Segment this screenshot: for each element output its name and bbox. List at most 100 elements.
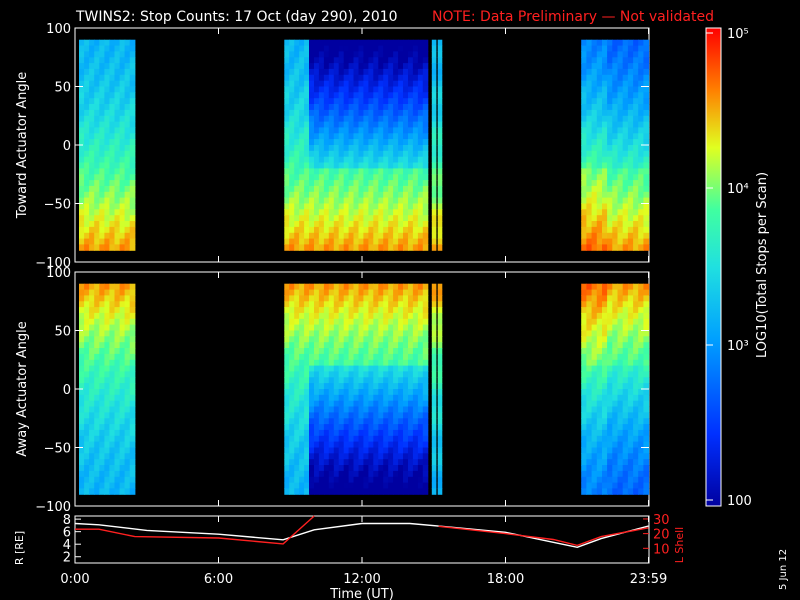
heat-cell — [412, 348, 419, 355]
heat-cell — [89, 459, 95, 466]
heat-cell — [289, 318, 295, 326]
heat-cell — [343, 74, 350, 82]
heat-cell — [617, 283, 624, 291]
heat-cell — [417, 150, 424, 158]
heat-cell — [333, 318, 340, 326]
heat-cell — [79, 191, 85, 199]
heat-cell — [84, 324, 90, 331]
heat-cell — [318, 104, 325, 111]
heat-cell — [119, 406, 126, 413]
heat-cell — [617, 150, 624, 158]
heat-cell — [437, 482, 443, 489]
heat-cell — [383, 406, 389, 413]
heat-cell — [586, 244, 593, 251]
heat-cell — [398, 365, 404, 372]
heat-cell — [348, 244, 355, 251]
heat-cell — [643, 180, 650, 187]
heat-cell — [643, 121, 650, 128]
heat-cell — [373, 470, 379, 478]
heat-cell — [114, 465, 121, 472]
heat-cell — [289, 145, 295, 152]
heat-cell — [617, 115, 624, 123]
heat-cell — [94, 318, 100, 326]
heat-cell — [633, 145, 639, 152]
heat-cell — [119, 295, 126, 302]
heat-cell — [622, 342, 629, 349]
heat-cell — [94, 104, 100, 111]
heat-cell — [617, 488, 624, 495]
heat-cell — [294, 312, 300, 320]
heat-cell — [437, 232, 443, 240]
heat-cell — [393, 150, 399, 158]
heat-cell — [643, 203, 650, 210]
heat-cell — [104, 283, 111, 291]
heat-cell — [304, 482, 310, 489]
heat-cell — [422, 209, 429, 216]
heat-cell — [412, 150, 419, 158]
ytick-label: −100 — [35, 500, 71, 515]
heat-cell — [617, 203, 624, 210]
heat-cell — [314, 63, 320, 70]
heat-cell — [437, 98, 443, 105]
heat-cell — [581, 330, 587, 337]
heat-cell — [104, 115, 111, 123]
heat-cell — [617, 465, 624, 472]
heat-cell — [114, 127, 121, 134]
heat-cell — [304, 465, 310, 472]
heat-cell — [612, 86, 619, 93]
heat-cell — [638, 389, 644, 396]
heat-cell — [79, 435, 85, 443]
heat-cell — [591, 168, 598, 175]
heat-cell — [343, 238, 350, 245]
heat-cell — [633, 221, 639, 228]
heat-cell — [388, 86, 394, 93]
heat-cell — [612, 383, 619, 390]
heat-cell — [109, 459, 116, 466]
heat-cell — [343, 57, 350, 64]
heat-cell — [368, 92, 374, 99]
heat-cell — [633, 191, 639, 199]
heat-cell — [323, 80, 330, 88]
heat-cell — [602, 324, 608, 331]
heat-cell — [363, 359, 369, 367]
heat-cell — [383, 394, 389, 402]
heat-cell — [89, 232, 95, 240]
heat-cell — [643, 115, 650, 123]
heat-cell — [437, 330, 443, 337]
heat-cell — [581, 92, 587, 99]
heat-cell — [591, 197, 598, 204]
heat-cell — [358, 312, 364, 320]
heat-cell — [403, 39, 409, 47]
heat-cell — [323, 307, 330, 314]
heat-cell — [383, 115, 389, 123]
heat-cell — [124, 127, 131, 134]
heat-cell — [114, 109, 121, 117]
heat-cell — [607, 127, 613, 134]
heat-cell — [408, 371, 414, 378]
heat-cell — [602, 133, 608, 140]
heat-cell — [586, 197, 593, 204]
heat-cell — [643, 185, 650, 193]
heat-cell — [119, 150, 126, 158]
heat-cell — [119, 244, 126, 251]
heat-cell — [114, 353, 121, 361]
heat-cell — [299, 312, 305, 320]
heat-cell — [294, 74, 300, 82]
heat-cell — [333, 283, 340, 291]
heat-cell — [129, 318, 136, 326]
heat-cell — [602, 98, 608, 105]
heat-cell — [607, 330, 613, 337]
heat-cell — [437, 74, 443, 82]
heat-cell — [114, 185, 121, 193]
heat-cell — [586, 51, 593, 58]
heat-cell — [124, 482, 131, 489]
heat-cell — [383, 365, 389, 372]
heat-cell — [368, 127, 374, 134]
heat-cell — [124, 39, 131, 47]
heat-cell — [79, 336, 85, 343]
heat-cell — [627, 465, 634, 472]
heat-cell — [612, 57, 619, 64]
heat-cell — [84, 418, 90, 425]
heat-cell — [314, 353, 320, 361]
heat-cell — [602, 412, 608, 419]
